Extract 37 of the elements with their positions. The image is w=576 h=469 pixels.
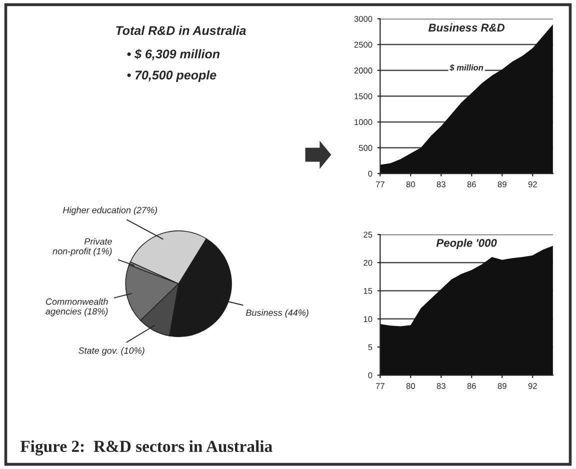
x-tick-label: 86 [467, 383, 476, 389]
y-tick-label: 5 [368, 344, 372, 350]
y-tick-label: 25 [364, 232, 372, 238]
y-tick-label: 3000 [354, 16, 372, 22]
chart-title: People '000 [436, 238, 497, 250]
y-tick-label: 10 [364, 316, 372, 322]
x-tick-label: 89 [498, 181, 506, 188]
x-tick-label: 86 [467, 181, 476, 188]
slice-label: Commonwealth agencies (18%) [46, 298, 108, 316]
slice-label: State gov. (10%) [78, 347, 144, 356]
text: • $ 6,309 million [127, 49, 220, 60]
y-tick-label: 1000 [354, 119, 372, 126]
annotation: $ million [450, 64, 484, 72]
y-tick-label: 15 [364, 288, 372, 294]
text: • 70,500 people [127, 70, 216, 82]
y-tick-label: 20 [364, 260, 372, 266]
y-tick-label: 1500 [354, 93, 372, 100]
chart-title: Business R&D [428, 23, 505, 32]
y-tick-label: 500 [358, 144, 372, 151]
x-tick-label: 92 [528, 181, 537, 188]
x-tick-label: 83 [436, 383, 446, 389]
x-tick-label: 92 [528, 383, 537, 389]
x-tick-label: 83 [436, 181, 446, 188]
x-tick-label: 89 [498, 383, 506, 389]
y-tick-label: 0 [368, 372, 372, 378]
slice-label: Business (44%) [246, 309, 308, 318]
slice-label: Higher education (27%) [63, 206, 158, 216]
caption: Figure 2: R&D sectors in Australia [20, 440, 272, 456]
slice-label: Private non-profit (1%) [52, 238, 112, 256]
chart-title: Total R&D in Australia [116, 26, 246, 35]
x-tick-label: 80 [406, 383, 415, 389]
x-tick-label: 80 [406, 181, 415, 188]
x-tick-label: 77 [376, 181, 384, 188]
y-tick-label: 0 [368, 170, 372, 177]
y-tick-label: 2000 [354, 68, 372, 74]
y-tick-label: 2500 [354, 42, 372, 48]
x-tick-label: 77 [376, 383, 384, 389]
